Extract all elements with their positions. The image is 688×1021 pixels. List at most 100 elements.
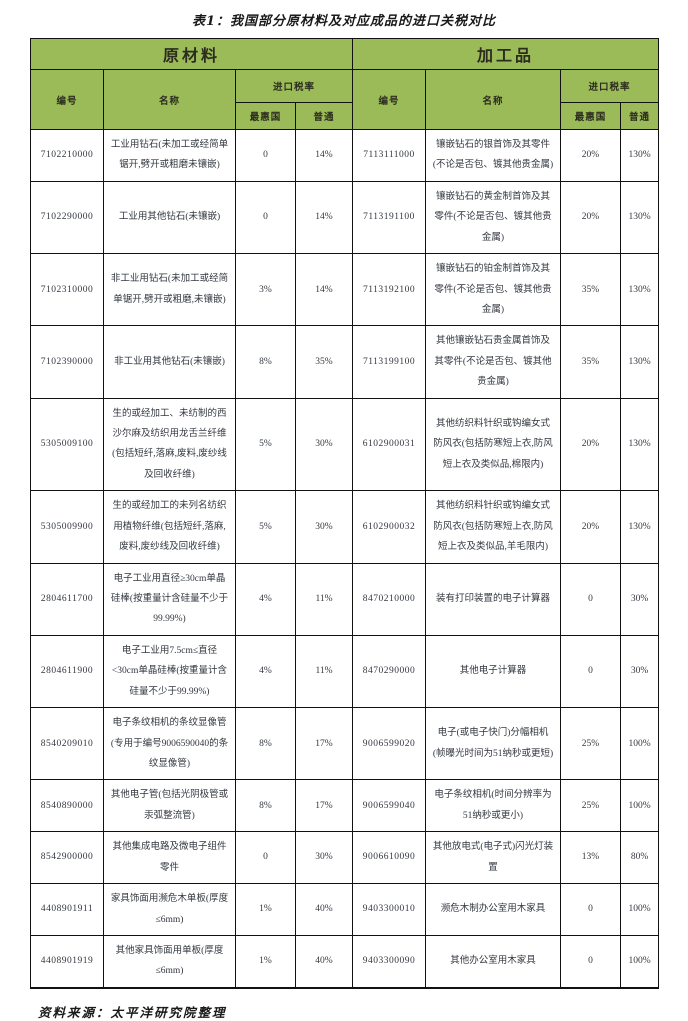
raw-code-cell: 7102290000 bbox=[30, 180, 104, 255]
raw-general-cell: 14% bbox=[294, 253, 354, 327]
processed-code-cell: 6102900031 bbox=[352, 397, 427, 492]
table-row: 4408901911 家具饰面用濒危木单板(厚度≤6mm) 1% 40% 9403300… bbox=[30, 883, 660, 936]
raw-code-cell: 5305009100 bbox=[30, 397, 104, 492]
processed-code-cell: 7113111000 bbox=[352, 129, 427, 182]
table-row: 2804611900 电子工业用7.5cm≤直径<30cm单晶硅棒(按重量计含硅量… bbox=[30, 634, 660, 709]
table-row: 5305009900 生的或经加工的未列名纺织用植物纤维(包括短纤,落麻,废料,废… bbox=[30, 490, 660, 564]
group-header-row: 原材料 加工品 bbox=[29, 38, 660, 70]
raw-general-cell: 11% bbox=[294, 562, 354, 636]
processed-tariff-header: 进口税率 bbox=[560, 69, 660, 103]
raw-mfn-cell: 0 bbox=[235, 180, 296, 255]
processed-mfn-cell: 25% bbox=[560, 707, 622, 781]
table-title: 表1：我国部分原材料及对应成品的进口关税对比 bbox=[191, 14, 497, 29]
processed-mfn-cell: 20% bbox=[560, 129, 622, 182]
raw-name-cell: 其他家具饰面用单板(厚度≤6mm) bbox=[103, 934, 236, 989]
raw-name-header: 名称 bbox=[103, 69, 236, 130]
raw-code-cell: 7102210000 bbox=[30, 129, 104, 182]
raw-name-cell: 非工业用钻石(未加工或经简单锯开,劈开或粗磨,未镶嵌) bbox=[103, 253, 236, 327]
raw-name-cell: 工业用钻石(未加工或经简单锯开,劈开或粗磨未镶嵌) bbox=[103, 129, 236, 182]
raw-mfn-cell: 5% bbox=[235, 490, 296, 564]
raw-name-cell: 电子条纹相机的条纹显像管(专用于编号9006590040的条纹显像管) bbox=[103, 707, 236, 781]
processed-code-cell: 6102900032 bbox=[352, 490, 427, 564]
raw-general-cell: 17% bbox=[294, 707, 354, 781]
processed-general-cell: 130% bbox=[620, 397, 660, 492]
raw-tariff-header: 进口税率 bbox=[234, 69, 354, 103]
processed-code-cell: 7113192100 bbox=[352, 253, 427, 327]
processed-mfn-cell: 0 bbox=[560, 562, 622, 636]
table-row: 5305009100 生的或经加工、未纺制的西沙尔麻及纺织用龙舌兰纤维(包括短纤,… bbox=[30, 397, 660, 492]
processed-code-cell: 8470290000 bbox=[352, 634, 427, 709]
raw-code-cell: 2804611700 bbox=[30, 562, 104, 636]
processed-code-cell: 8470210000 bbox=[352, 562, 427, 636]
raw-general-cell: 11% bbox=[294, 634, 354, 709]
processed-code-cell: 9006610090 bbox=[352, 831, 427, 885]
raw-code-cell: 8540209010 bbox=[30, 707, 104, 781]
table-row: 7102390000 非工业用其他钻石(未镶嵌) 8% 35% 7113199100 其他… bbox=[30, 325, 660, 399]
raw-mfn-header: 最惠国 bbox=[235, 102, 296, 130]
raw-code-header: 编号 bbox=[30, 69, 104, 130]
processed-general-cell: 130% bbox=[620, 490, 660, 564]
raw-name-cell: 其他电子管(包括光阴极管或汞弧整流管) bbox=[103, 779, 236, 833]
processed-mfn-header: 最惠国 bbox=[560, 102, 622, 130]
processed-code-cell: 7113199100 bbox=[352, 325, 427, 399]
processed-mfn-cell: 0 bbox=[560, 634, 622, 709]
raw-general-cell: 14% bbox=[294, 129, 354, 182]
table-row: 7102310000 非工业用钻石(未加工或经简单锯开,劈开或粗磨,未镶嵌) 3% 1… bbox=[30, 253, 660, 327]
processed-name-cell: 装有打印装置的电子计算器 bbox=[425, 562, 562, 636]
raw-mfn-cell: 4% bbox=[235, 634, 296, 709]
rate-header-row: 最惠国 普通 最惠国 普通 bbox=[31, 102, 660, 130]
raw-mfn-cell: 1% bbox=[235, 934, 296, 989]
processed-code-cell: 9403300010 bbox=[352, 883, 427, 936]
raw-code-cell: 8542900000 bbox=[30, 831, 104, 885]
raw-materials-group-header: 原材料 bbox=[29, 38, 354, 70]
processed-general-cell: 130% bbox=[620, 129, 660, 182]
table-row: 7102290000 工业用其他钻石(未镶嵌) 0 14% 7113191100 镶嵌钻石… bbox=[30, 180, 660, 255]
raw-general-cell: 40% bbox=[294, 883, 354, 936]
raw-general-cell: 14% bbox=[294, 180, 354, 255]
processed-goods-group-header: 加工品 bbox=[352, 38, 660, 70]
table-row: 4408901919 其他家具饰面用单板(厚度≤6mm) 1% 40% 94033000… bbox=[30, 934, 660, 989]
raw-name-cell: 生的或经加工、未纺制的西沙尔麻及纺织用龙舌兰纤维(包括短纤,落麻,废料,废纱线及… bbox=[103, 397, 236, 492]
raw-mfn-cell: 8% bbox=[235, 779, 296, 833]
source-note: 资料来源：太平洋研究院整理 bbox=[38, 1004, 227, 1020]
processed-name-cell: 其他放电式(电子式)闪光灯装置 bbox=[425, 831, 562, 885]
raw-name-cell: 家具饰面用濒危木单板(厚度≤6mm) bbox=[103, 883, 236, 936]
processed-general-cell: 100% bbox=[620, 707, 660, 781]
processed-name-cell: 濒危木制办公室用木家具 bbox=[425, 883, 562, 936]
table-header: 原材料 加工品 编号 名称 进口税率 编号 名称 进口税率 最惠国 普通 最惠国… bbox=[29, 38, 660, 130]
processed-general-cell: 130% bbox=[620, 325, 660, 399]
processed-general-cell: 130% bbox=[620, 253, 660, 327]
raw-code-cell: 8540890000 bbox=[30, 779, 104, 833]
raw-general-cell: 30% bbox=[294, 831, 354, 885]
raw-code-cell: 4408901919 bbox=[30, 934, 104, 989]
raw-mfn-cell: 8% bbox=[235, 325, 296, 399]
raw-general-header: 普通 bbox=[294, 102, 354, 130]
processed-mfn-cell: 20% bbox=[560, 397, 622, 492]
processed-name-cell: 镶嵌钻石的黄金制首饰及其零件(不论是否包、镀其他贵金属) bbox=[425, 180, 562, 255]
raw-code-cell: 2804611900 bbox=[30, 634, 104, 709]
processed-name-cell: 其他办公室用木家具 bbox=[425, 934, 562, 989]
processed-mfn-cell: 35% bbox=[560, 253, 622, 327]
processed-name-cell: 镶嵌钻石的银首饰及其零件(不论是否包、镀其他贵金属) bbox=[425, 129, 562, 182]
processed-name-cell: 电子条纹相机(时间分辨率为51纳秒或更小) bbox=[425, 779, 562, 833]
raw-mfn-cell: 3% bbox=[235, 253, 296, 327]
processed-general-cell: 130% bbox=[620, 180, 660, 255]
raw-mfn-cell: 0 bbox=[235, 831, 296, 885]
processed-code-cell: 7113191100 bbox=[352, 180, 427, 255]
raw-name-cell: 电子工业用直径≥30cm单晶硅棒(按重量计含硅量不少于99.99%) bbox=[103, 562, 236, 636]
processed-general-cell: 100% bbox=[620, 779, 660, 833]
table-row: 7102210000 工业用钻石(未加工或经简单锯开,劈开或粗磨未镶嵌) 0 14% 7… bbox=[30, 129, 660, 182]
raw-name-cell: 电子工业用7.5cm≤直径<30cm单晶硅棒(按重量计含硅量不少于99.99%) bbox=[103, 634, 236, 709]
raw-general-cell: 30% bbox=[294, 490, 354, 564]
processed-general-cell: 80% bbox=[620, 831, 660, 885]
processed-code-cell: 9403300090 bbox=[352, 934, 427, 989]
sub-header-row: 编号 名称 进口税率 编号 名称 进口税率 bbox=[30, 69, 660, 130]
processed-name-cell: 其他纺织料针织或钩编女式防风衣(包括防寒短上衣,防风短上衣及类似品,棉限内) bbox=[425, 397, 562, 492]
raw-mfn-cell: 1% bbox=[235, 883, 296, 936]
raw-code-cell: 7102390000 bbox=[30, 325, 104, 399]
processed-general-cell: 100% bbox=[620, 934, 660, 989]
raw-code-cell: 5305009900 bbox=[30, 490, 104, 564]
tariff-comparison-table: 原材料 加工品 编号 名称 进口税率 编号 名称 进口税率 最惠国 普通 最惠国… bbox=[29, 38, 660, 989]
table-row: 2804611700 电子工业用直径≥30cm单晶硅棒(按重量计含硅量不少于99.… bbox=[30, 562, 660, 636]
raw-name-cell: 工业用其他钻石(未镶嵌) bbox=[103, 180, 236, 255]
